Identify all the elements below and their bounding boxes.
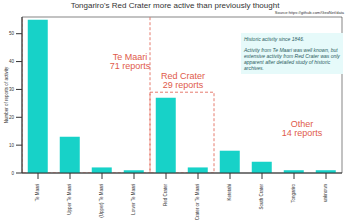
html-text:29 reports: 29 reports [162,80,204,90]
svg-text:Red Crater or Te Maari: Red Crater or Te Maari [195,184,200,221]
svg-text:Tongariro: Tongariro [291,184,296,203]
svg-text:30: 30 [9,87,15,92]
svg-text:Upper Te Maari: Upper Te Maari [67,184,72,215]
html-text:Activity from Te Maari was wel: Activity from Te Maari was well known, b… [244,47,340,71]
svg-text:0: 0 [11,171,14,176]
html-text:Tongariro's Red Crater more ac: Tongariro's Red Crater more active than … [70,1,280,10]
svg-text:50: 50 [9,31,15,36]
html-text:Red Crater: Red Crater [161,71,205,81]
svg-text:Lower Te Maari: Lower Te Maari [131,184,136,215]
svg-text:Te Maari: Te Maari [35,184,40,201]
svg-text:Red Crater: Red Crater [163,184,168,207]
svg-text:(Upper) Te Maari: (Upper) Te Maari [99,184,104,218]
html-text:Other: Other [290,119,314,129]
html-text:Source:https://github.com/GeoN: Source:https://github.com/GeoNet/data [274,10,344,15]
svg-text:Number of reports of activity: Number of reports of activity [8,66,9,123]
svg-text:20: 20 [9,115,15,120]
svg-text:South Crater: South Crater [259,184,264,210]
html-text:71 reports: 71 reports [109,61,151,71]
svg-text:unknown: unknown [323,184,328,203]
html-text:Te Maari: Te Maari [112,52,148,62]
svg-text:40: 40 [9,59,15,64]
html-text:14 reports: 14 reports [281,128,323,138]
svg-text:10: 10 [9,143,15,148]
html-text:Historic activity since 1846.: Historic activity since 1846. [244,36,305,42]
svg-text:Ketetahi: Ketetahi [227,184,232,201]
